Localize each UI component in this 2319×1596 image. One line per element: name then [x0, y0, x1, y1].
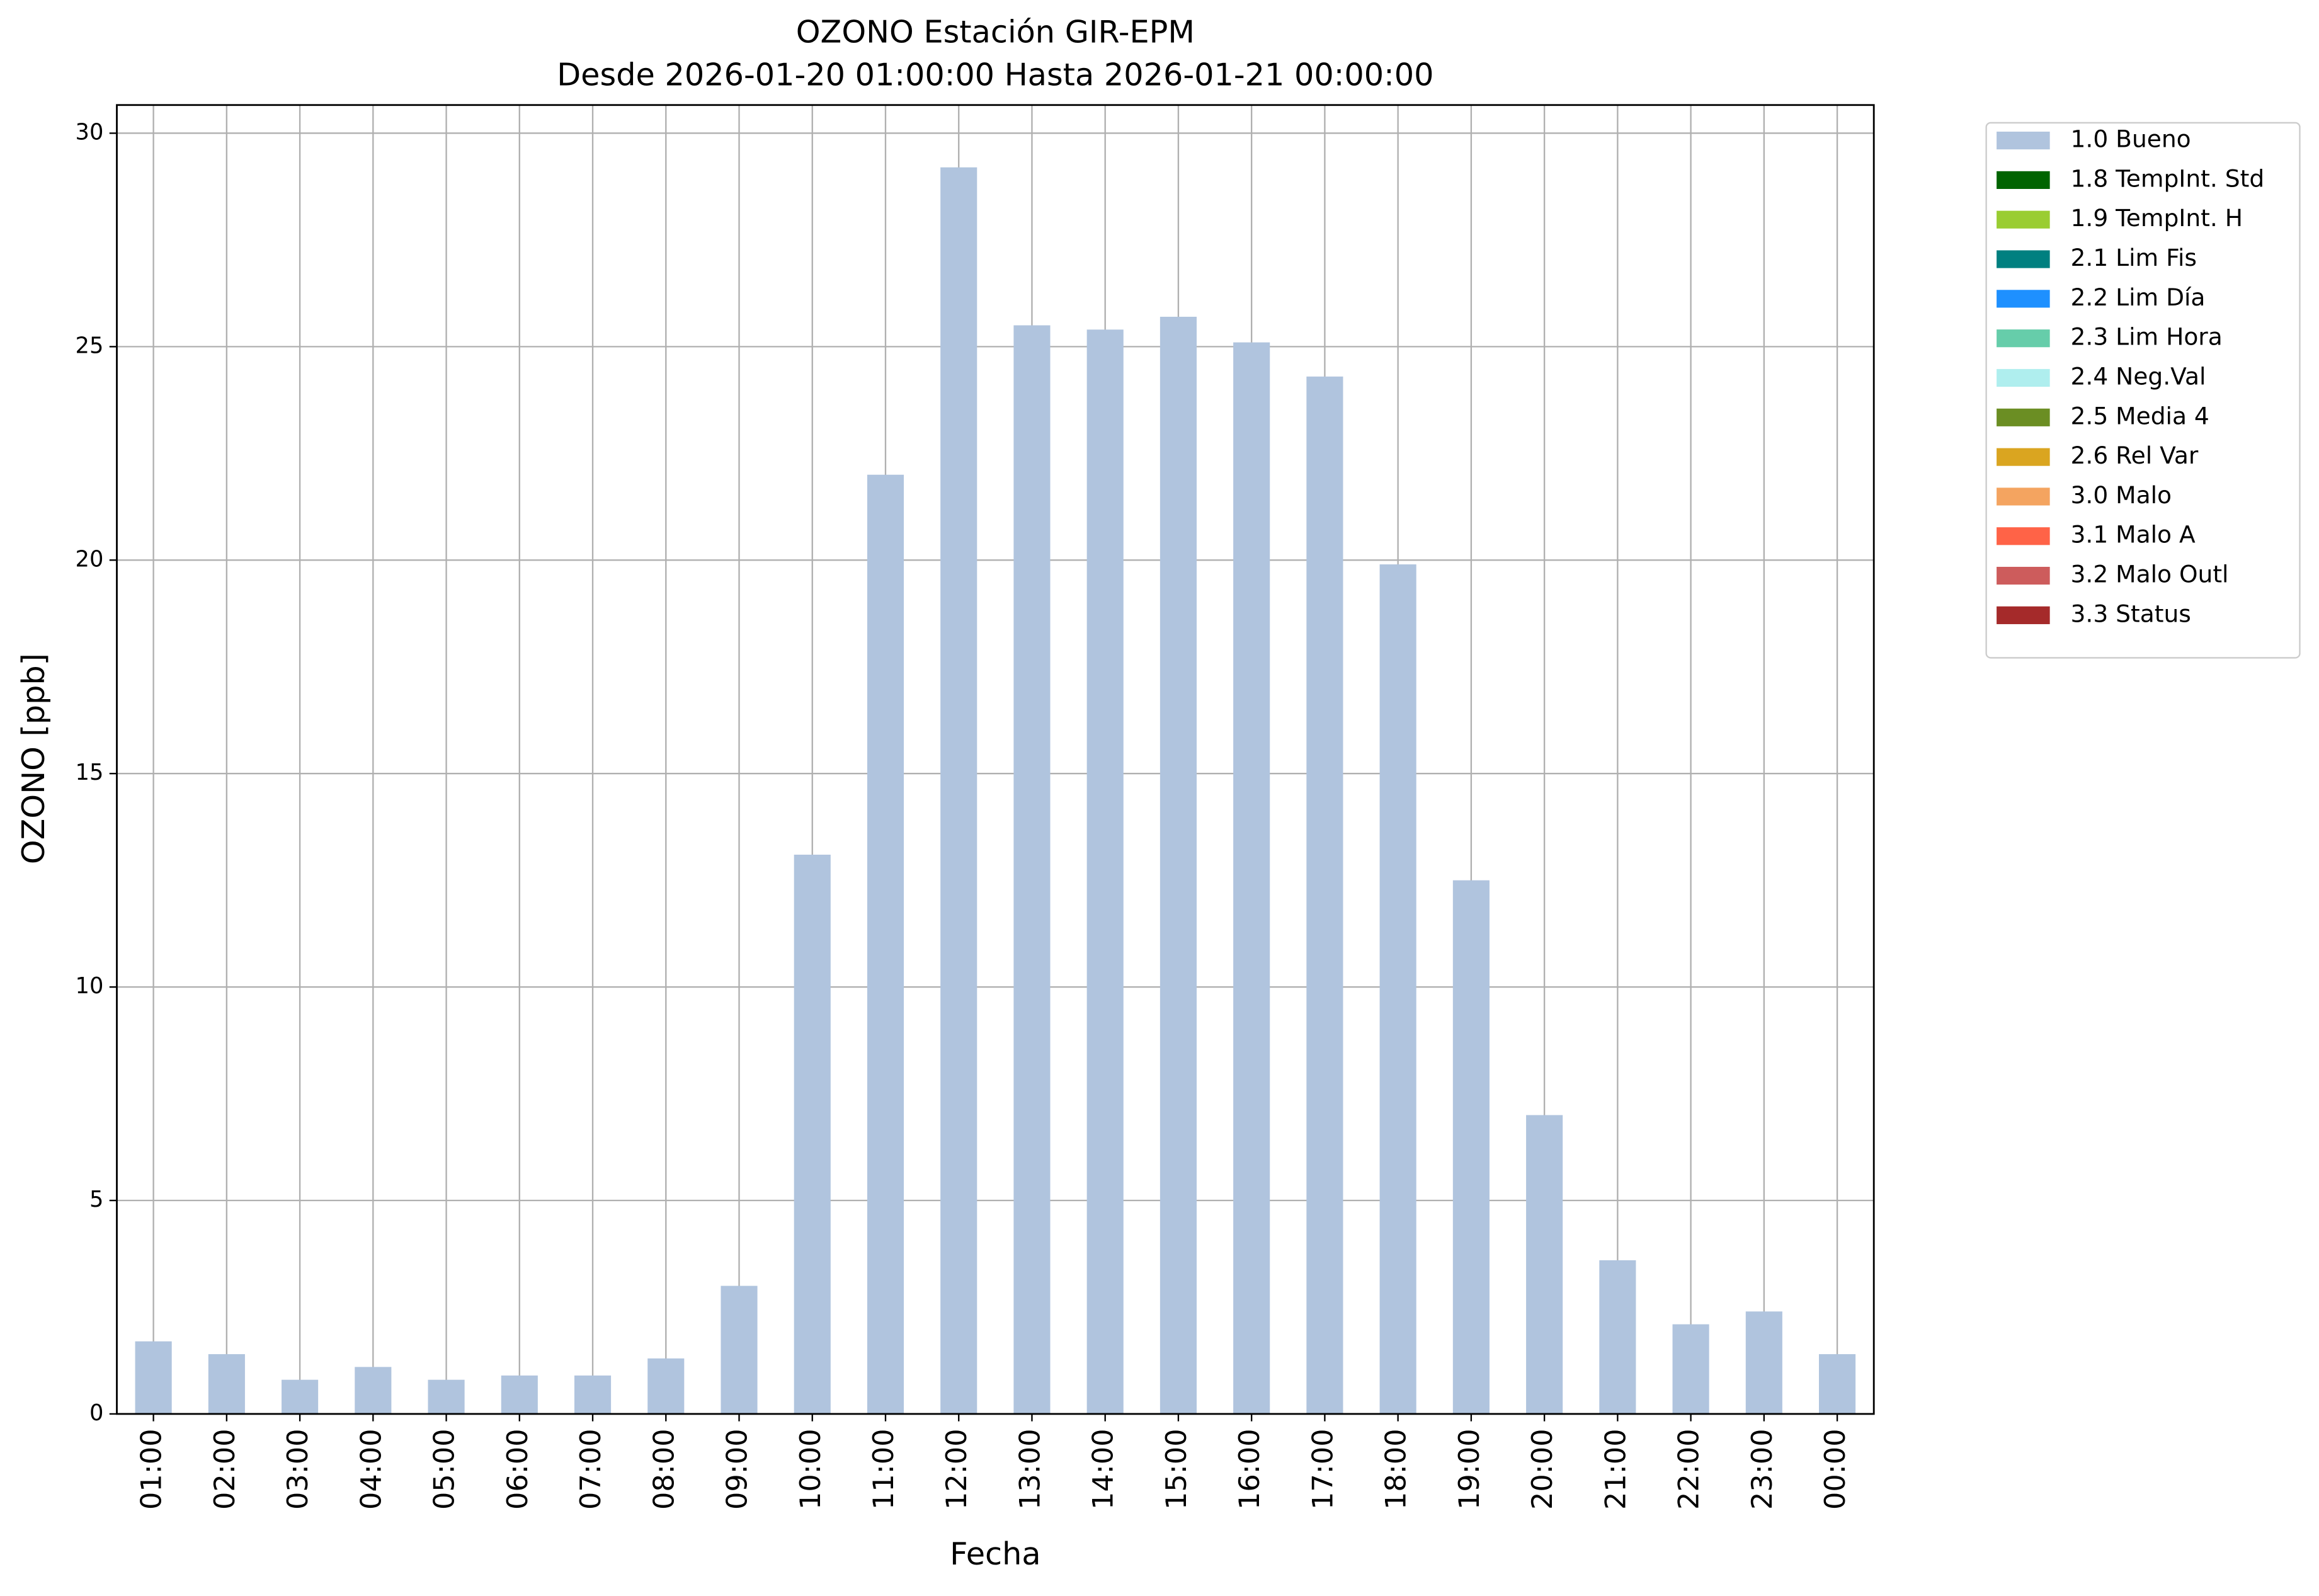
x-tick-label: 08:00: [647, 1428, 680, 1510]
x-tick-label: 07:00: [574, 1428, 607, 1510]
bar: [1526, 1115, 1563, 1414]
x-tick-label: 13:00: [1013, 1428, 1046, 1510]
x-tick-label: 09:00: [721, 1428, 754, 1510]
y-tick-label: 15: [76, 760, 104, 785]
x-tick-label: 15:00: [1160, 1428, 1193, 1510]
legend-swatch: [1997, 527, 2050, 545]
legend-swatch: [1997, 487, 2050, 506]
legend-label: 3.2 Malo Outl: [2071, 561, 2229, 588]
legend-swatch: [1997, 290, 2050, 308]
y-tick-label: 0: [89, 1400, 103, 1426]
x-tick-label: 03:00: [282, 1428, 314, 1510]
bar: [428, 1379, 465, 1414]
legend-box: [1985, 122, 2301, 659]
bar: [1233, 342, 1270, 1414]
bar: [355, 1367, 392, 1414]
plot-frame: [116, 104, 1875, 1415]
chart-subtitle: Desde 2026-01-20 01:00:00 Hasta 2026-01-…: [557, 57, 1433, 93]
x-tick-label: 21:00: [1599, 1428, 1632, 1510]
bar: [1086, 329, 1124, 1414]
bar: [1745, 1311, 1782, 1414]
x-tick-label: 05:00: [428, 1428, 461, 1510]
bar: [208, 1354, 245, 1414]
x-tick-label: 16:00: [1233, 1428, 1266, 1510]
legend-swatch: [1997, 250, 2050, 268]
x-tick-label: 12:00: [940, 1428, 973, 1510]
legend-label: 3.1 Malo A: [2071, 521, 2196, 549]
legend-swatch: [1997, 408, 2050, 426]
x-tick-label: 14:00: [1087, 1428, 1120, 1510]
legend-label: 3.3 Status: [2071, 600, 2191, 627]
y-axis-label: OZONO [ppb]: [15, 653, 52, 864]
x-tick-label: 01:00: [135, 1428, 168, 1510]
legend-label: 2.3 Lim Hora: [2071, 323, 2223, 351]
bar: [940, 167, 977, 1414]
x-tick-label: 02:00: [208, 1428, 241, 1510]
bar: [1379, 564, 1416, 1414]
legend-label: 2.4 Neg.Val: [2071, 362, 2206, 390]
bar: [1013, 325, 1051, 1414]
bar: [1306, 376, 1343, 1414]
x-tick-label: 00:00: [1819, 1428, 1852, 1510]
legend-swatch: [1997, 368, 2050, 387]
x-tick-label: 23:00: [1746, 1428, 1779, 1510]
x-tick-label: 17:00: [1306, 1428, 1339, 1510]
bar: [1672, 1324, 1709, 1414]
legend-swatch: [1997, 210, 2050, 229]
x-tick-label: 19:00: [1453, 1428, 1486, 1510]
legend-label: 2.2 Lim Día: [2071, 283, 2206, 311]
bar: [647, 1358, 685, 1414]
legend-swatch: [1997, 606, 2050, 624]
bar: [135, 1341, 172, 1414]
chart-title: OZONO Estación GIR-EPM: [796, 14, 1195, 50]
legend-swatch: [1997, 448, 2050, 466]
legend-label: 1.8 TempInt. Std: [2071, 164, 2265, 192]
y-tick-label: 20: [76, 546, 104, 572]
x-tick-label: 04:00: [355, 1428, 387, 1510]
bar: [1160, 316, 1197, 1414]
bar: [794, 854, 831, 1414]
bar: [282, 1379, 319, 1414]
legend-label: 2.6 Rel Var: [2071, 442, 2199, 469]
x-tick-label: 06:00: [501, 1428, 534, 1510]
legend-label: 3.0 Malo: [2071, 481, 2172, 509]
y-tick-label: 25: [76, 333, 104, 358]
legend-label: 1.9 TempInt. H: [2071, 204, 2243, 232]
y-tick-label: 30: [76, 119, 104, 145]
bar: [721, 1285, 758, 1414]
legend-label: 1.0 Bueno: [2071, 125, 2191, 153]
x-tick-label: 22:00: [1673, 1428, 1706, 1510]
bar: [1599, 1260, 1636, 1414]
legend-swatch: [1997, 566, 2050, 585]
legend-label: 2.1 Lim Fis: [2071, 244, 2197, 271]
x-tick-label: 20:00: [1526, 1428, 1559, 1510]
x-axis-label: Fecha: [950, 1536, 1041, 1572]
y-tick-label: 10: [76, 973, 104, 999]
x-tick-label: 11:00: [867, 1428, 900, 1510]
legend-swatch: [1997, 132, 2050, 150]
x-tick-label: 10:00: [794, 1428, 827, 1510]
bar: [574, 1375, 612, 1414]
y-tick-label: 5: [89, 1187, 103, 1212]
legend-label: 2.5 Media 4: [2071, 402, 2209, 430]
bar: [1819, 1354, 1856, 1414]
x-tick-label: 18:00: [1380, 1428, 1413, 1510]
legend-swatch: [1997, 329, 2050, 348]
legend-swatch: [1997, 171, 2050, 190]
bar: [867, 474, 904, 1414]
bar: [1452, 880, 1490, 1414]
bar: [501, 1375, 538, 1414]
